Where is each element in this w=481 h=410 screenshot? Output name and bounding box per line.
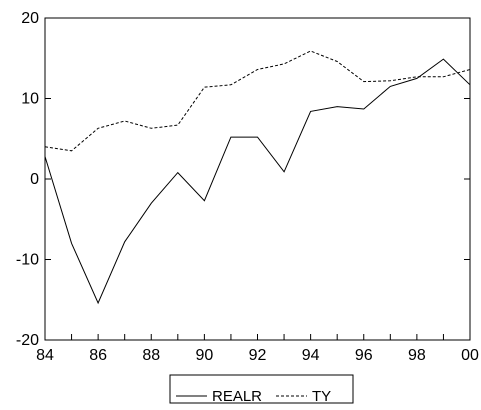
- series-layer: [44, 50, 471, 305]
- x-tick-label: 00: [461, 347, 479, 364]
- plot-area: [44, 17, 471, 341]
- x-tick-label: 96: [355, 347, 373, 364]
- x-tick-label: 86: [89, 347, 107, 364]
- series-line-ty: [44, 50, 471, 152]
- y-tick-label: 10: [21, 91, 39, 108]
- x-tick-label: 94: [302, 347, 320, 364]
- x-tick-label: 90: [195, 347, 213, 364]
- legend-box: [169, 374, 354, 404]
- series-line-realr: [44, 58, 471, 305]
- y-tick-label: 0: [30, 171, 39, 188]
- legend-label-ty: TY: [312, 388, 331, 405]
- x-tick-label: 98: [408, 347, 426, 364]
- x-axis: 84 86 88 90 92 94 96 98 00: [36, 334, 479, 364]
- y-axis: -20 -10 0 10 20: [16, 10, 470, 349]
- y-tick-label: 20: [21, 10, 39, 27]
- x-tick-label: 84: [36, 347, 54, 364]
- legend: REALR TY: [169, 374, 354, 405]
- x-tick-label: 92: [249, 347, 267, 364]
- legend-label-realr: REALR: [212, 388, 262, 405]
- y-tick-label: -10: [16, 252, 39, 269]
- x-tick-label: 88: [142, 347, 160, 364]
- plot-frame: [44, 17, 471, 341]
- y-tick-label: -20: [16, 332, 39, 349]
